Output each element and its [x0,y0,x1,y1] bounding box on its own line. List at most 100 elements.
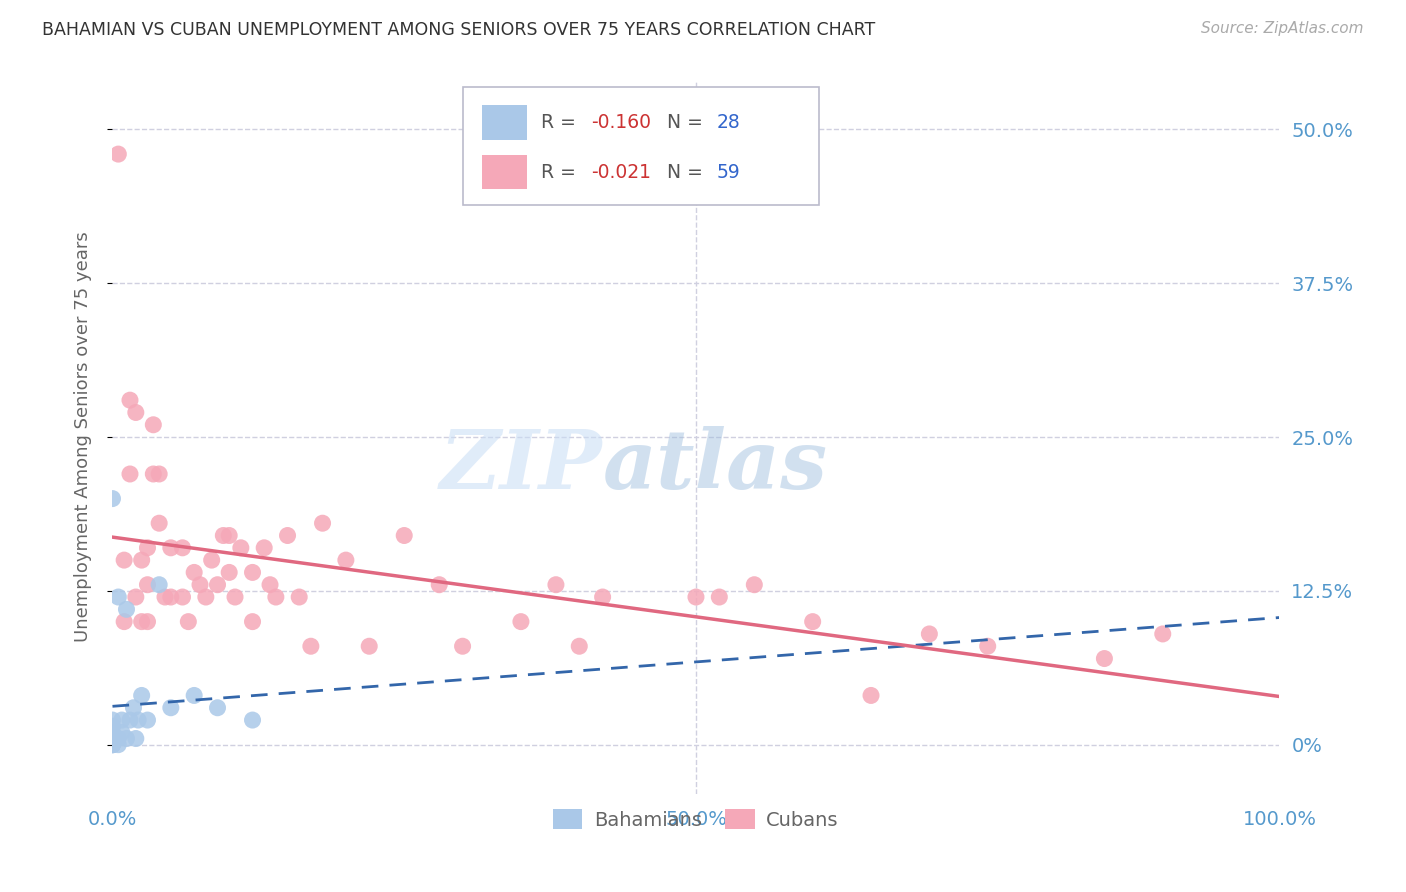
Point [229,541,252,555]
Point [148,578,170,592]
Point [188,578,211,592]
Point [1094,651,1116,665]
Point [242,615,264,629]
Point [131,553,153,567]
Point [259,578,281,592]
Point [160,541,183,555]
Text: R =: R = [541,113,575,132]
Point [335,553,357,567]
Point [299,639,322,653]
Point [288,590,311,604]
FancyBboxPatch shape [482,155,527,189]
Point [801,615,824,629]
Point [125,405,148,419]
Point [112,615,135,629]
Point [160,590,183,604]
Point [107,738,129,752]
Point [107,590,129,604]
Point [148,516,170,531]
Point [242,713,264,727]
Point [183,689,205,703]
FancyBboxPatch shape [482,105,527,139]
Point [709,590,731,604]
Point [115,731,138,746]
Text: 59: 59 [717,163,741,182]
Point [101,738,124,752]
Point [131,689,153,703]
Point [544,578,567,592]
Point [1152,627,1174,641]
Point [427,578,450,592]
Point [131,615,153,629]
Point [101,713,124,727]
Point [201,553,224,567]
Point [115,602,138,616]
Point [122,700,145,714]
Text: N =: N = [666,163,703,182]
Point [744,578,766,592]
Point [101,728,124,742]
Point [101,738,124,752]
Point [568,639,591,653]
Point [118,393,141,408]
Point [253,541,276,555]
Text: ZIP: ZIP [440,425,603,506]
Point [860,689,883,703]
Text: N =: N = [666,113,703,132]
Point [194,590,217,604]
Point [118,467,141,481]
Point [172,590,194,604]
Point [136,541,159,555]
Point [509,615,531,629]
Point [111,713,134,727]
Text: Source: ZipAtlas.com: Source: ZipAtlas.com [1201,21,1364,36]
Point [142,467,165,481]
Point [172,541,194,555]
Point [153,590,176,604]
Text: -0.160: -0.160 [591,113,651,132]
Y-axis label: Unemployment Among Seniors over 75 years: Unemployment Among Seniors over 75 years [73,232,91,642]
Text: R =: R = [541,163,575,182]
Point [224,590,246,604]
Point [127,713,149,727]
Point [125,731,148,746]
Point [136,615,159,629]
Point [394,528,416,542]
Point [107,731,129,746]
Point [592,590,614,604]
Point [207,578,229,592]
Point [118,713,141,727]
Point [111,725,134,739]
Point [101,719,124,733]
Point [918,627,941,641]
Point [112,553,135,567]
Text: BAHAMIAN VS CUBAN UNEMPLOYMENT AMONG SENIORS OVER 75 YEARS CORRELATION CHART: BAHAMIAN VS CUBAN UNEMPLOYMENT AMONG SEN… [42,21,876,38]
Point [101,738,124,752]
Point [101,738,124,752]
FancyBboxPatch shape [463,87,818,205]
Point [142,417,165,432]
Point [183,566,205,580]
Point [276,528,298,542]
Point [218,566,240,580]
Point [136,578,159,592]
Point [311,516,333,531]
Point [359,639,381,653]
Point [451,639,474,653]
Point [218,528,240,542]
Point [148,467,170,481]
Point [242,566,264,580]
Point [207,700,229,714]
Text: -0.021: -0.021 [591,163,651,182]
Point [125,590,148,604]
Legend: Bahamians, Cubans: Bahamians, Cubans [546,802,846,838]
Point [101,725,124,739]
Text: atlas: atlas [603,425,828,506]
Point [101,491,124,506]
Point [976,639,998,653]
Point [685,590,707,604]
Point [212,528,235,542]
Point [101,731,124,746]
Text: 28: 28 [717,113,741,132]
Point [136,713,159,727]
